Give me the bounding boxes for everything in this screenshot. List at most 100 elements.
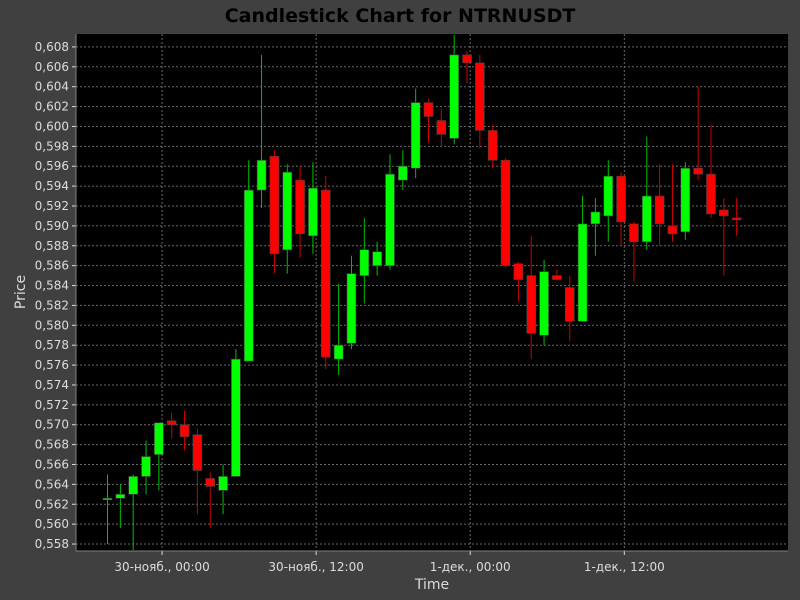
candle-body bbox=[526, 275, 537, 334]
y-tick-label: 0,604 bbox=[35, 80, 69, 94]
y-axis-label: Price bbox=[13, 275, 29, 309]
candle bbox=[641, 136, 652, 250]
y-tick-label: 0,594 bbox=[35, 179, 69, 193]
candle bbox=[423, 98, 434, 143]
candle bbox=[590, 198, 601, 256]
y-tick-label: 0,570 bbox=[35, 418, 69, 432]
y-tick-label: 0,598 bbox=[35, 139, 69, 153]
candle-body bbox=[731, 217, 742, 221]
candle bbox=[462, 50, 472, 83]
candle-body bbox=[564, 287, 575, 322]
candle bbox=[282, 164, 293, 274]
candle bbox=[102, 474, 113, 545]
candle-body bbox=[475, 62, 485, 131]
candle bbox=[526, 235, 537, 360]
candle-body bbox=[141, 456, 151, 477]
x-tick-label: 30-нояб., 00:00 bbox=[114, 560, 209, 574]
y-tick-label: 0,564 bbox=[35, 477, 69, 491]
candle-body bbox=[436, 120, 447, 135]
candle-body bbox=[693, 167, 703, 175]
candle bbox=[564, 275, 575, 342]
candle-body bbox=[256, 159, 267, 191]
y-tick-label: 0,592 bbox=[35, 199, 69, 213]
candle bbox=[346, 255, 357, 350]
candle bbox=[218, 464, 228, 515]
candle bbox=[398, 150, 408, 191]
candle-body bbox=[449, 54, 459, 139]
candle bbox=[269, 150, 280, 274]
candle bbox=[603, 160, 614, 242]
candle-body bbox=[128, 476, 138, 495]
candle-body bbox=[680, 167, 691, 233]
y-tick-label: 0,602 bbox=[35, 100, 69, 114]
candle-body bbox=[385, 173, 395, 266]
candle-body bbox=[359, 249, 370, 276]
x-axis-ticks: 30-нояб., 00:00 30-нояб., 12:00 1-дек., 00… bbox=[76, 550, 788, 574]
candle bbox=[654, 164, 665, 246]
y-tick-label: 0,608 bbox=[35, 40, 69, 54]
y-tick-label: 0,568 bbox=[35, 438, 69, 452]
candle-body bbox=[269, 155, 280, 255]
candle-body bbox=[295, 179, 305, 235]
candle bbox=[115, 484, 126, 529]
y-tick-label: 0,586 bbox=[35, 259, 69, 273]
candle-body bbox=[706, 173, 716, 215]
candle bbox=[410, 88, 421, 179]
candle bbox=[372, 241, 382, 276]
candle-body bbox=[487, 130, 498, 161]
candle bbox=[667, 164, 678, 242]
candle-body bbox=[398, 165, 408, 181]
candles-layer bbox=[102, 34, 742, 551]
y-tick-label: 0,562 bbox=[35, 497, 69, 511]
candle bbox=[539, 259, 549, 346]
candle bbox=[385, 154, 395, 270]
y-tick-label: 0,558 bbox=[35, 537, 69, 551]
x-axis-label: Time bbox=[414, 577, 449, 593]
candle bbox=[295, 166, 305, 258]
candle bbox=[693, 86, 703, 181]
candle-body bbox=[423, 102, 434, 117]
grid-layer bbox=[76, 34, 788, 551]
candle bbox=[616, 172, 626, 246]
candle-body bbox=[308, 187, 318, 237]
candle bbox=[577, 196, 588, 322]
chart-title: Candlestick Chart for NTRNUSDT bbox=[225, 5, 576, 27]
candle-body bbox=[410, 102, 421, 169]
candle bbox=[680, 162, 691, 240]
candle-body bbox=[333, 344, 344, 360]
candle-body bbox=[719, 209, 729, 217]
candle-body bbox=[346, 273, 357, 344]
x-tick-label: 1-дек., 12:00 bbox=[584, 560, 665, 574]
candle-body bbox=[654, 195, 665, 225]
y-tick-label: 0,588 bbox=[35, 239, 69, 253]
candle bbox=[487, 124, 498, 169]
candle-body bbox=[243, 189, 254, 362]
candle bbox=[179, 410, 190, 451]
candle-body bbox=[192, 434, 203, 471]
candle-body bbox=[616, 175, 626, 223]
y-tick-label: 0,606 bbox=[35, 60, 69, 74]
candle-body bbox=[179, 424, 190, 437]
candle-body bbox=[539, 271, 549, 336]
y-tick-label: 0,596 bbox=[35, 159, 69, 173]
candle bbox=[731, 198, 742, 236]
candle-body bbox=[552, 275, 562, 280]
candle bbox=[706, 124, 716, 218]
candle-body bbox=[154, 422, 164, 455]
candle-body bbox=[500, 159, 511, 266]
candle-body bbox=[102, 498, 113, 501]
candle-body bbox=[577, 223, 588, 322]
candle-body bbox=[231, 358, 241, 477]
candle bbox=[320, 176, 331, 370]
candle bbox=[192, 428, 203, 515]
candle-body bbox=[115, 494, 126, 499]
candle-body bbox=[590, 211, 601, 225]
y-tick-label: 0,572 bbox=[35, 398, 69, 412]
y-tick-label: 0,600 bbox=[35, 119, 69, 133]
candle bbox=[308, 162, 318, 254]
candle-body bbox=[462, 54, 472, 64]
y-tick-label: 0,578 bbox=[35, 338, 69, 352]
candle bbox=[154, 422, 164, 491]
y-axis-ticks: 0,558 0,560 0,562 0,564 0,566 0,568 0,570 0,572… bbox=[35, 34, 77, 551]
